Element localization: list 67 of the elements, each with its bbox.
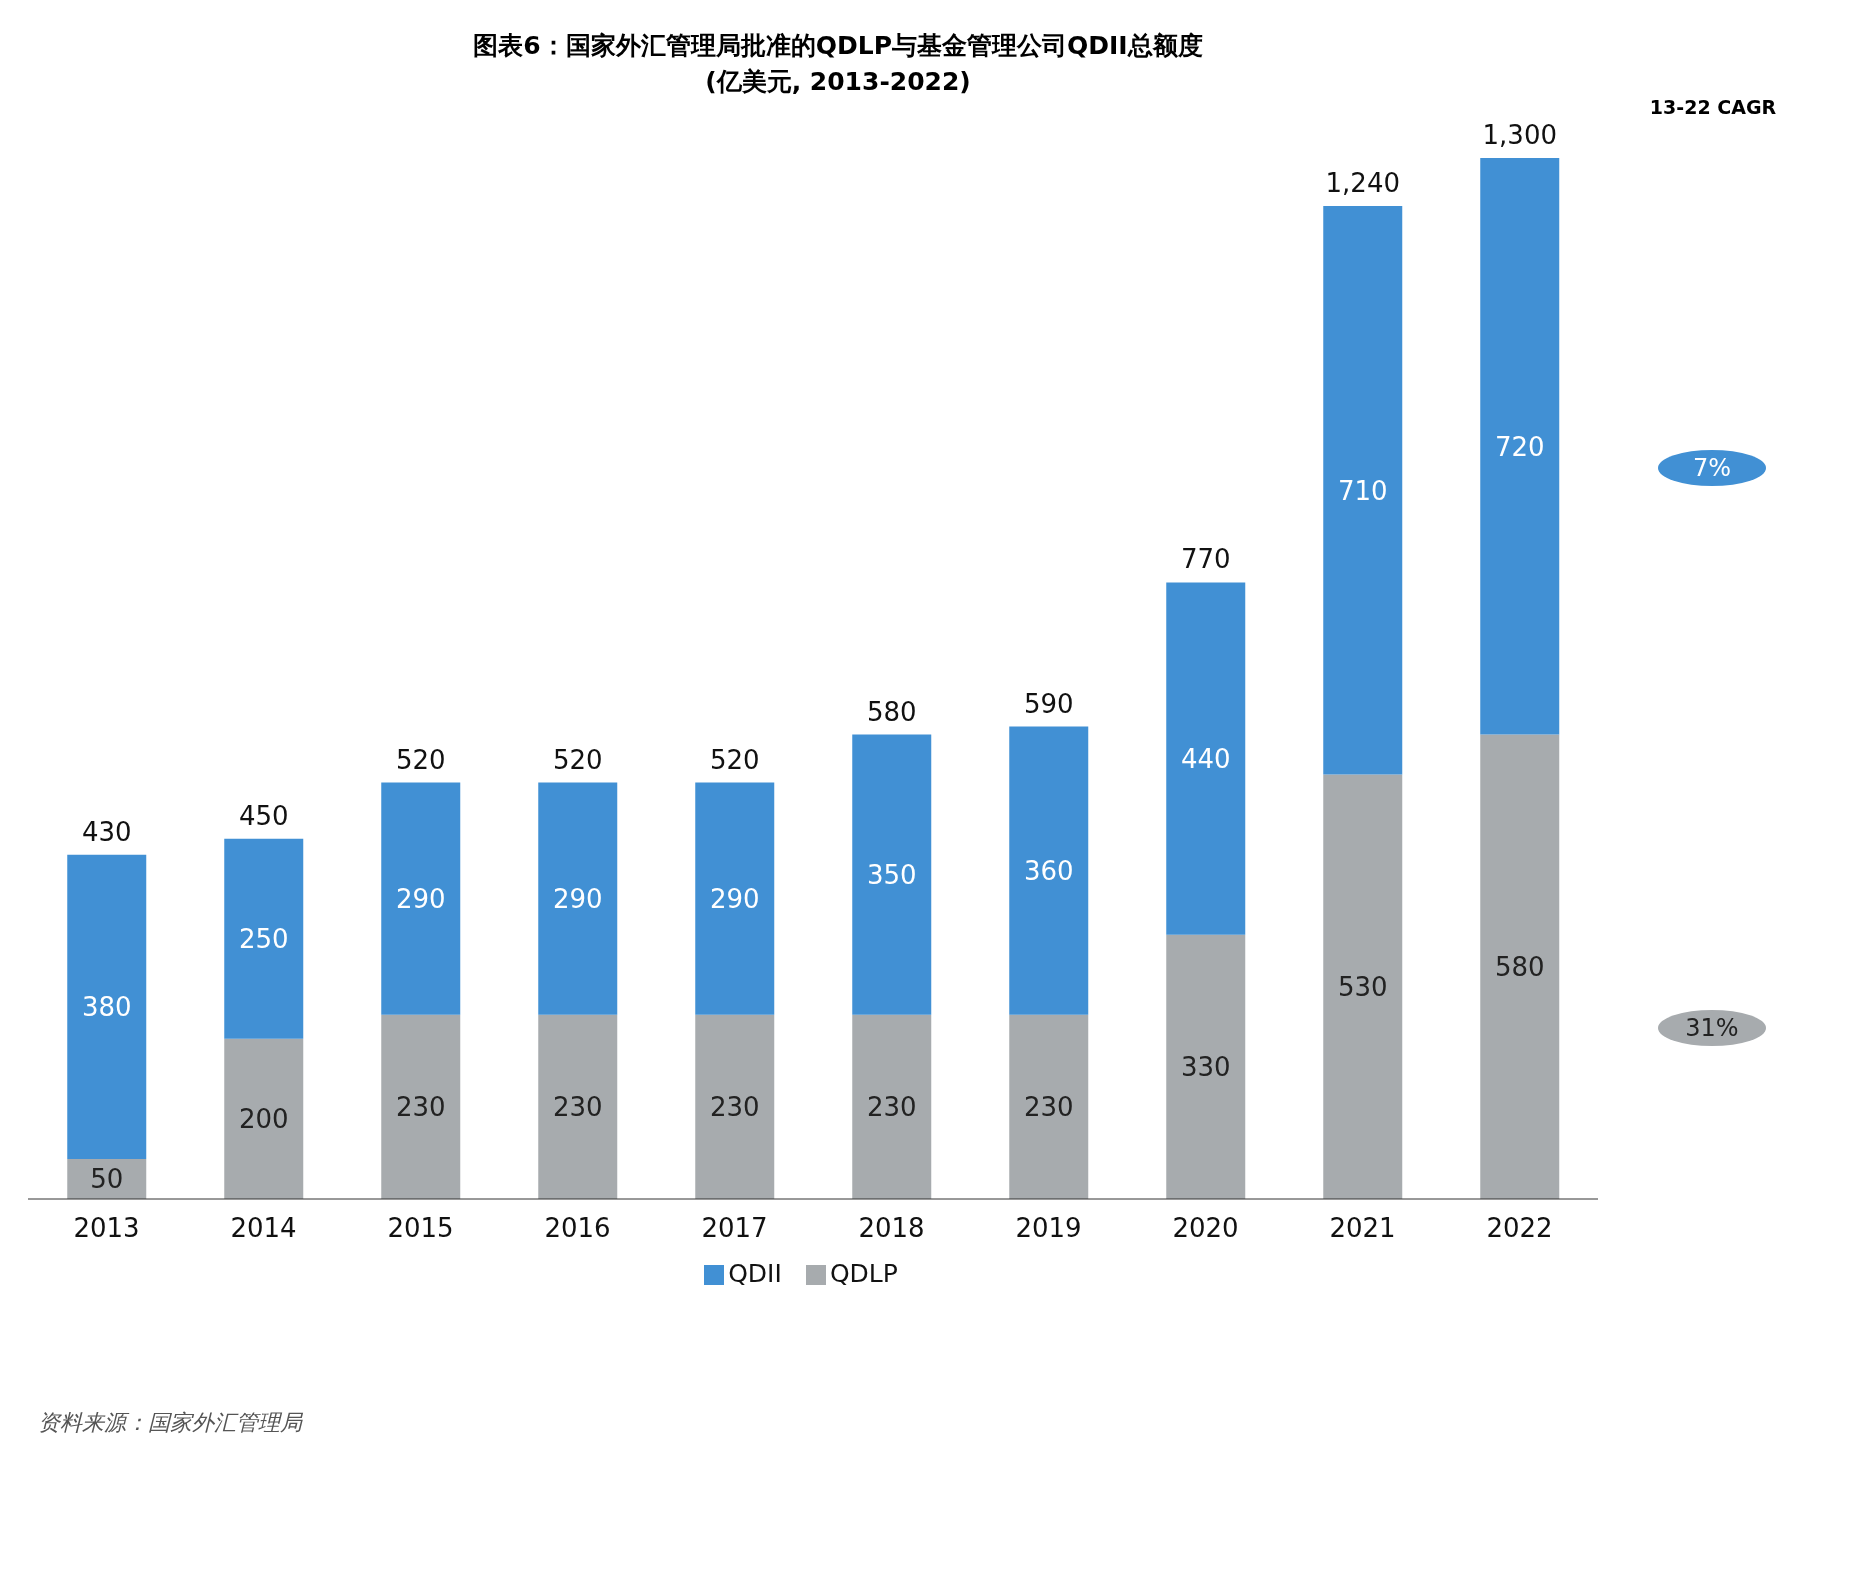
x-tick-label: 2017 [701,1213,768,1244]
data-label: 230 [1023,1092,1074,1123]
bar [1480,158,1560,735]
data-label: 230 [395,1092,446,1123]
data-label: 290 [552,883,603,914]
x-tick-label: 2013 [73,1213,140,1244]
total-label: 580 [866,696,917,727]
text: 31% [1658,1010,1766,1047]
data-label: 530 [1337,972,1388,1003]
x-tick-label: 2015 [387,1213,454,1244]
total-label: 450 [238,800,289,831]
data-label: 290 [395,883,446,914]
data-label: 200 [238,1104,289,1135]
total-label: 590 [1023,688,1074,719]
chart-subtitle: (亿美元, 2013-2022) [705,67,971,96]
data-label: 580 [1494,952,1545,983]
total-label: 520 [552,744,603,775]
bar [381,1014,461,1199]
bar [695,1014,775,1199]
x-tick-label: 2021 [1329,1213,1396,1244]
data-label: 330 [1180,1052,1231,1083]
total-label: 1,300 [1482,120,1557,150]
data-label: 440 [1180,743,1231,774]
bar [381,782,461,1015]
total-label: 520 [395,744,446,775]
x-tick-label: 2018 [858,1213,925,1244]
chart-title: 图表6：国家外汇管理局批准的QDLP与基金管理公司QDII总额度 [472,30,1204,62]
data-label: 710 [1337,475,1388,506]
data-label: 290 [709,883,760,914]
bar [1323,206,1403,775]
x-tick-label: 2016 [544,1213,611,1244]
bar [224,1038,304,1199]
data-label: 720 [1494,431,1545,462]
bar [852,1014,932,1199]
total-label: 770 [1180,544,1231,575]
text: 13-22 CAGR [1648,96,1778,118]
data-label: 230 [866,1092,917,1123]
x-tick-label: 2020 [1172,1213,1239,1244]
bar [1166,582,1246,935]
total-label: 430 [81,816,132,847]
total-label: 1,240 [1325,168,1400,199]
x-tick-label: 2022 [1486,1213,1553,1244]
data-label: 350 [866,859,917,890]
data-label: 230 [709,1092,760,1123]
text: 资料来源：国家外汇管理局 [38,1409,302,1437]
bar [1009,726,1089,1015]
bar [1480,734,1560,1199]
data-label: 50 [90,1164,124,1195]
data-label: 230 [552,1092,603,1123]
bar [538,1014,618,1199]
bar [1323,774,1403,1199]
legend-label: QDII [728,1259,782,1288]
bar [224,838,304,1039]
total-label: 520 [709,744,760,775]
data-label: 360 [1023,855,1074,886]
x-tick-label: 2014 [230,1213,297,1244]
bar [852,734,932,1015]
text: 7% [1658,450,1766,487]
legend-label: QDLP [829,1259,898,1288]
bar [695,782,775,1015]
data-label: 250 [238,923,289,954]
bar [538,782,618,1015]
bar [67,854,147,1159]
bar [1166,934,1246,1199]
x-tick-label: 2019 [1015,1213,1082,1244]
bar [1009,1014,1089,1199]
data-label: 380 [81,992,132,1023]
